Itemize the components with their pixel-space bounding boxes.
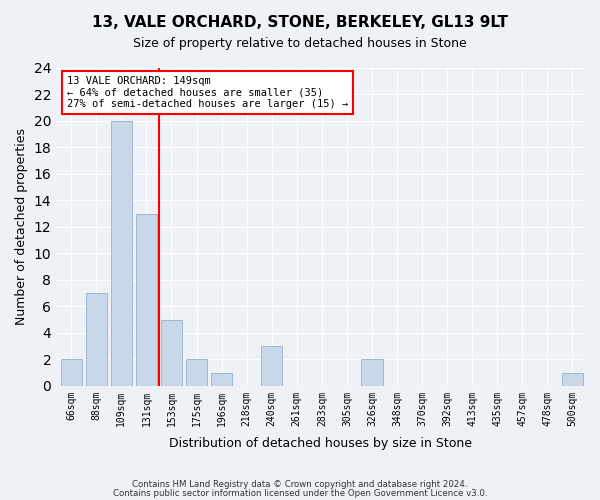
Bar <box>186 360 207 386</box>
Text: Contains public sector information licensed under the Open Government Licence v3: Contains public sector information licen… <box>113 489 487 498</box>
Bar <box>211 372 232 386</box>
Text: 13 VALE ORCHARD: 149sqm
← 64% of detached houses are smaller (35)
27% of semi-de: 13 VALE ORCHARD: 149sqm ← 64% of detache… <box>67 76 348 109</box>
Bar <box>361 360 383 386</box>
Text: Size of property relative to detached houses in Stone: Size of property relative to detached ho… <box>133 38 467 51</box>
X-axis label: Distribution of detached houses by size in Stone: Distribution of detached houses by size … <box>169 437 472 450</box>
Bar <box>562 372 583 386</box>
Text: Contains HM Land Registry data © Crown copyright and database right 2024.: Contains HM Land Registry data © Crown c… <box>132 480 468 489</box>
Bar <box>161 320 182 386</box>
Bar <box>86 293 107 386</box>
Bar <box>136 214 157 386</box>
Bar <box>261 346 283 386</box>
Text: 13, VALE ORCHARD, STONE, BERKELEY, GL13 9LT: 13, VALE ORCHARD, STONE, BERKELEY, GL13 … <box>92 15 508 30</box>
Y-axis label: Number of detached properties: Number of detached properties <box>15 128 28 326</box>
Bar <box>61 360 82 386</box>
Bar <box>110 121 132 386</box>
